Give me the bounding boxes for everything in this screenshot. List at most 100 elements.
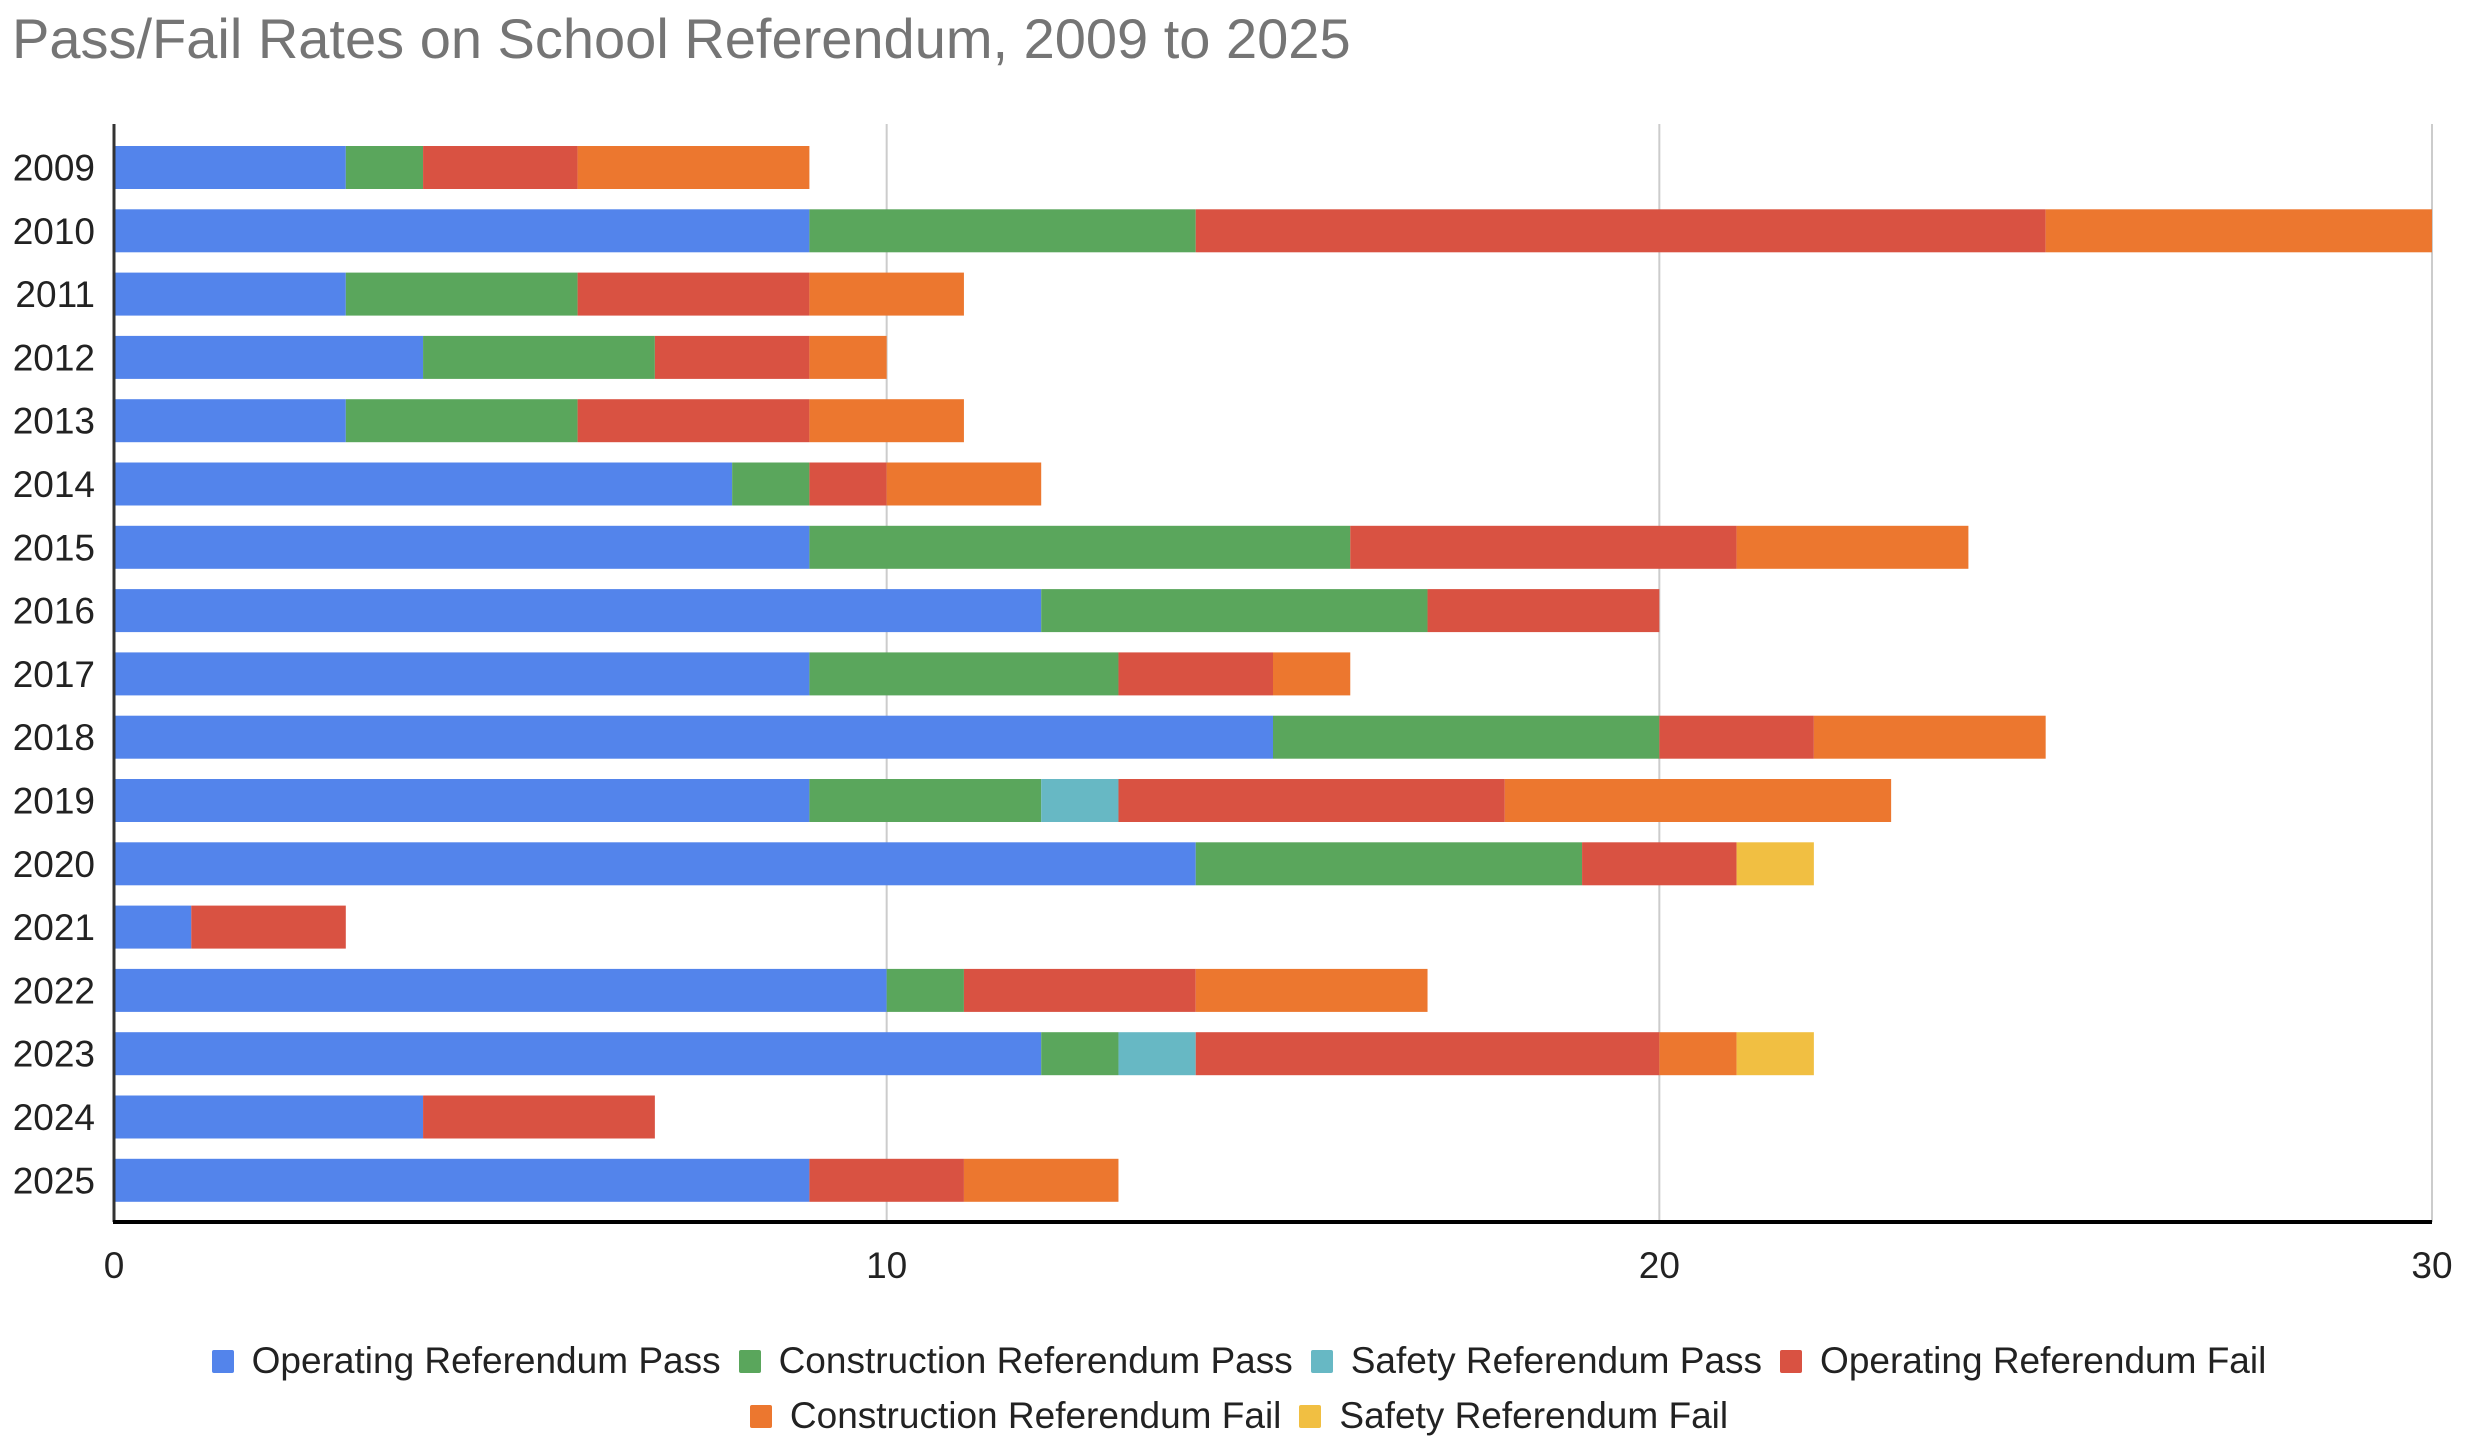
legend-item-operating-pass[interactable]: Operating Referendum Pass <box>211 1340 721 1382</box>
y-axis-labels: 2009 2010 2011 2012 2013 2014 2015 2016 2017 2018… <box>13 148 95 1202</box>
y-tick-label: 2025 <box>13 1160 95 1201</box>
y-tick-label: 2013 <box>13 401 95 442</box>
bar-2021-operating-referendum-fail[interactable] <box>191 905 346 949</box>
bar-2019-construction-referendum-fail[interactable] <box>1504 779 1892 822</box>
y-tick-label: 2014 <box>13 464 95 505</box>
legend-label: Construction Referendum Pass <box>778 1340 1293 1381</box>
legend-swatch-safety-pass <box>1310 1349 1333 1373</box>
bar-2024-operating-referendum-fail[interactable] <box>423 1095 655 1139</box>
legend-item-construction-fail[interactable]: Construction Referendum Fail <box>749 1395 1282 1437</box>
bar-2012-construction-referendum-pass[interactable] <box>423 335 655 379</box>
bar-2014-operating-referendum-fail[interactable] <box>809 462 887 506</box>
bar-2023-construction-referendum-fail[interactable] <box>1659 1032 1737 1076</box>
bar-2018-operating-referendum-pass[interactable] <box>114 715 1273 759</box>
bar-2010-construction-referendum-pass[interactable] <box>809 209 1196 253</box>
bar-2012-operating-referendum-pass[interactable] <box>114 335 424 379</box>
bar-2010-operating-referendum-pass[interactable] <box>114 209 810 253</box>
bar-2017-operating-referendum-pass[interactable] <box>114 652 810 696</box>
bar-2019-safety-referendum-pass[interactable] <box>1041 779 1119 822</box>
x-axis-labels: 0 10 20 30 <box>104 1245 2453 1286</box>
bar-2020-safety-referendum-fail[interactable] <box>1736 842 1814 886</box>
legend-item-safety-pass[interactable]: Safety Referendum Pass <box>1310 1340 1763 1382</box>
bar-2023-operating-referendum-pass[interactable] <box>114 1032 1042 1076</box>
bar-2012-operating-referendum-fail[interactable] <box>654 335 810 379</box>
bar-2011-construction-referendum-fail[interactable] <box>809 272 964 316</box>
bar-2013-construction-referendum-fail[interactable] <box>809 399 964 443</box>
bar-2017-operating-referendum-fail[interactable] <box>1118 652 1273 696</box>
bar-2010-operating-referendum-fail[interactable] <box>1195 209 2046 253</box>
bar-2023-safety-referendum-pass[interactable] <box>1118 1032 1196 1076</box>
bar-2022-construction-referendum-pass[interactable] <box>886 968 964 1012</box>
legend-item-safety-fail[interactable]: Safety Referendum Fail <box>1299 1395 1728 1437</box>
bar-2009-operating-referendum-fail[interactable] <box>423 146 578 189</box>
y-tick-label: 2017 <box>13 654 95 695</box>
bar-2022-operating-referendum-pass[interactable] <box>114 968 887 1012</box>
bar-2016-operating-referendum-fail[interactable] <box>1427 589 1660 633</box>
bar-2018-construction-referendum-pass[interactable] <box>1273 715 1660 759</box>
bar-2012-construction-referendum-fail[interactable] <box>809 335 887 379</box>
y-tick-label: 2012 <box>13 337 95 378</box>
bar-2014-construction-referendum-pass[interactable] <box>732 462 810 506</box>
y-tick-label: 2020 <box>13 844 95 885</box>
y-tick-label: 2009 <box>13 148 95 189</box>
bar-2015-construction-referendum-fail[interactable] <box>1736 525 1969 569</box>
chart-plot: 2009201020112012201320142015201620172018… <box>13 124 2453 1286</box>
bar-2019-operating-referendum-pass[interactable] <box>114 779 810 822</box>
bar-2010-construction-referendum-fail[interactable] <box>2045 209 2432 253</box>
legend-swatch-construction-pass <box>738 1349 761 1373</box>
bar-2023-operating-referendum-fail[interactable] <box>1195 1032 1660 1076</box>
y-tick-label: 2015 <box>13 527 95 568</box>
legend-item-operating-fail[interactable]: Operating Referendum Fail <box>1780 1340 2266 1382</box>
bar-2016-operating-referendum-pass[interactable] <box>114 589 1042 633</box>
bar-2024-operating-referendum-pass[interactable] <box>114 1095 424 1139</box>
bar-2011-operating-referendum-pass[interactable] <box>114 272 346 316</box>
bar-2013-operating-referendum-pass[interactable] <box>114 399 346 443</box>
y-tick-label: 2011 <box>15 274 95 315</box>
legend-row-2: Construction Referendum Fail Safety Refe… <box>0 1395 2478 1437</box>
bar-2009-construction-referendum-fail[interactable] <box>577 146 810 189</box>
legend-item-construction-pass[interactable]: Construction Referendum Pass <box>738 1340 1293 1382</box>
bar-2019-construction-referendum-pass[interactable] <box>809 779 1042 822</box>
bar-2015-operating-referendum-pass[interactable] <box>114 525 810 569</box>
bar-2009-construction-referendum-pass[interactable] <box>345 146 424 189</box>
bar-2023-safety-referendum-fail[interactable] <box>1736 1032 1814 1076</box>
bar-2016-construction-referendum-pass[interactable] <box>1041 589 1428 633</box>
y-tick-label: 2022 <box>13 970 95 1011</box>
bar-2023-construction-referendum-pass[interactable] <box>1041 1032 1119 1076</box>
bar-2011-operating-referendum-fail[interactable] <box>577 272 810 316</box>
bar-2014-construction-referendum-fail[interactable] <box>886 462 1042 506</box>
legend-swatch-operating-fail <box>1780 1349 1803 1373</box>
bars <box>114 146 2432 1202</box>
bar-2019-operating-referendum-fail[interactable] <box>1118 779 1505 822</box>
bar-2018-construction-referendum-fail[interactable] <box>1813 715 2046 759</box>
legend-label: Operating Referendum Pass <box>251 1340 721 1381</box>
bar-2020-construction-referendum-pass[interactable] <box>1195 842 1583 886</box>
bar-2021-operating-referendum-pass[interactable] <box>114 905 192 949</box>
bar-2018-operating-referendum-fail[interactable] <box>1659 715 1814 759</box>
bar-2013-operating-referendum-fail[interactable] <box>577 399 810 443</box>
legend-label: Operating Referendum Fail <box>1820 1340 2267 1381</box>
y-tick-label: 2010 <box>13 211 95 252</box>
bar-2025-operating-referendum-pass[interactable] <box>114 1158 810 1202</box>
bar-2022-operating-referendum-fail[interactable] <box>963 968 1196 1012</box>
bar-2017-construction-referendum-fail[interactable] <box>1273 652 1351 696</box>
bar-2013-construction-referendum-pass[interactable] <box>345 399 578 443</box>
bar-2025-construction-referendum-fail[interactable] <box>963 1158 1119 1202</box>
y-tick-label: 2018 <box>13 717 95 758</box>
x-tick-label: 20 <box>1639 1245 1680 1286</box>
bar-2011-construction-referendum-pass[interactable] <box>345 272 578 316</box>
bar-2017-construction-referendum-pass[interactable] <box>809 652 1119 696</box>
y-tick-label: 2024 <box>13 1097 95 1138</box>
bar-2015-construction-referendum-pass[interactable] <box>809 525 1351 569</box>
legend-label: Safety Referendum Pass <box>1350 1340 1763 1381</box>
legend-label: Construction Referendum Fail <box>789 1395 1282 1436</box>
bar-2009-operating-referendum-pass[interactable] <box>114 146 346 189</box>
bar-2025-operating-referendum-fail[interactable] <box>809 1158 964 1202</box>
legend-row-1: Operating Referendum Pass Construction R… <box>0 1340 2478 1382</box>
bar-2022-construction-referendum-fail[interactable] <box>1195 968 1428 1012</box>
bar-2020-operating-referendum-fail[interactable] <box>1582 842 1737 886</box>
bar-2014-operating-referendum-pass[interactable] <box>114 462 733 506</box>
bar-2015-operating-referendum-fail[interactable] <box>1350 525 1737 569</box>
bar-2020-operating-referendum-pass[interactable] <box>114 842 1196 886</box>
x-tick-label: 10 <box>866 1245 907 1286</box>
